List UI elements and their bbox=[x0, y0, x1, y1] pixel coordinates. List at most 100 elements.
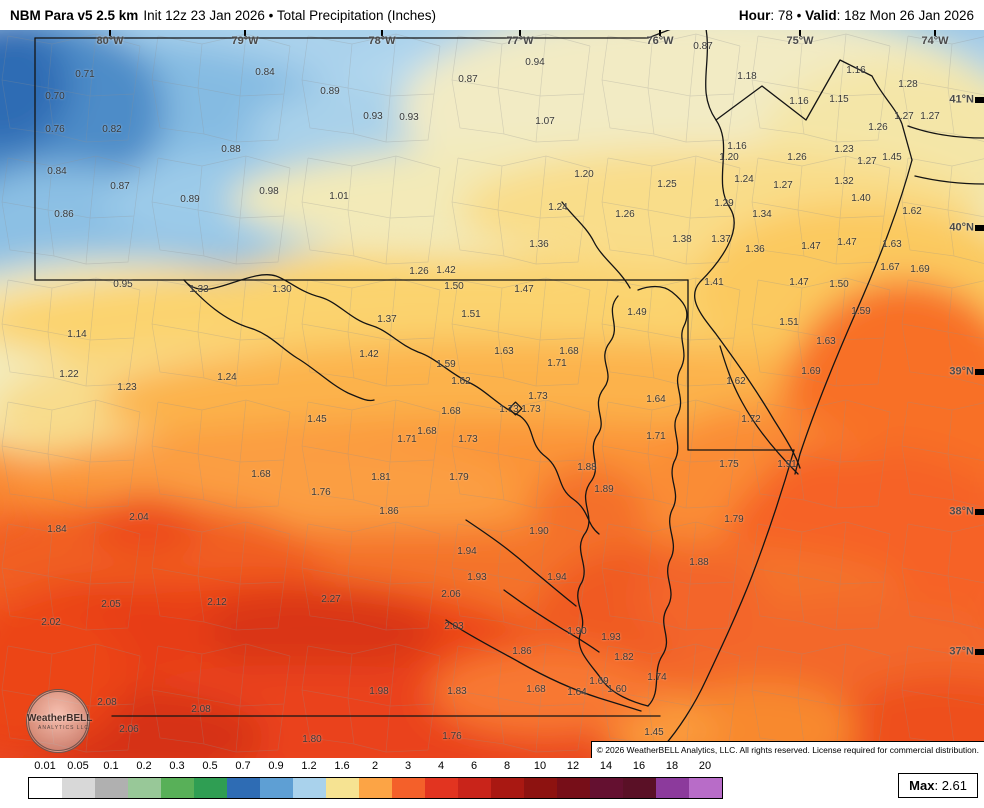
precip-value-label: 1.76 bbox=[442, 731, 462, 742]
precip-value-label: 1.73 bbox=[521, 404, 541, 415]
precip-value-label: 1.24 bbox=[217, 372, 237, 383]
precip-value-label: 0.94 bbox=[525, 57, 545, 68]
precip-value-label: 1.41 bbox=[704, 277, 724, 288]
precip-value-label: 1.24 bbox=[548, 202, 568, 213]
precip-value-label: 1.23 bbox=[117, 382, 137, 393]
colorbar-segment bbox=[689, 778, 722, 798]
precip-value-label: 1.59 bbox=[436, 359, 456, 370]
precip-value-label: 1.82 bbox=[614, 652, 634, 663]
precip-value-label: 1.37 bbox=[377, 314, 397, 325]
precip-field-graphic bbox=[0, 30, 984, 758]
precip-value-label: 1.86 bbox=[512, 646, 532, 657]
precip-value-label: 1.27 bbox=[773, 180, 793, 191]
colorbar-scale bbox=[28, 777, 723, 799]
precip-value-label: 1.80 bbox=[302, 734, 322, 745]
precip-value-label: 1.79 bbox=[724, 514, 744, 525]
precip-value-label: 2.05 bbox=[101, 599, 121, 610]
latitude-label: 37°N bbox=[949, 645, 974, 658]
longitude-label: 80°W bbox=[96, 35, 124, 47]
colorbar-segment bbox=[293, 778, 326, 798]
precip-value-label: 1.76 bbox=[311, 487, 331, 498]
precip-value-label: 1.88 bbox=[577, 462, 597, 473]
precip-value-label: 1.50 bbox=[829, 279, 849, 290]
colorbar-tick-label: 0.7 bbox=[235, 760, 251, 772]
colorbar-footer: 0.01 0.05 0.1 0.2 0.3 0.5 0.7 0.9 1.2 1.6 2 3 4 6 8 10 1… bbox=[0, 758, 984, 808]
precip-value-label: 1.64 bbox=[567, 687, 587, 698]
colorbar-tick-label: 18 bbox=[665, 760, 679, 772]
weatherbell-seal-icon bbox=[26, 689, 90, 753]
precip-value-label: 1.20 bbox=[719, 152, 739, 163]
colorbar-segment bbox=[194, 778, 227, 798]
precip-value-label: 1.69 bbox=[589, 676, 609, 687]
precip-value-label: 1.62 bbox=[902, 206, 922, 217]
colorbar-segment bbox=[359, 778, 392, 798]
longitude-label: 79°W bbox=[231, 35, 259, 47]
precip-value-label: 1.73 bbox=[499, 404, 519, 415]
precip-value-label: 1.42 bbox=[436, 265, 456, 276]
precip-value-label: 0.82 bbox=[102, 124, 122, 135]
colorbar-segment bbox=[425, 778, 458, 798]
precip-value-label: 1.23 bbox=[834, 144, 854, 155]
precip-value-label: 1.60 bbox=[607, 684, 627, 695]
colorbar-tick-label: 2 bbox=[371, 760, 379, 772]
precip-value-label: 1.16 bbox=[846, 65, 866, 76]
precip-value-label: 1.88 bbox=[689, 557, 709, 568]
precip-value-label: 1.81 bbox=[371, 472, 391, 483]
precip-value-label: 1.68 bbox=[441, 406, 461, 417]
colorbar-segment bbox=[227, 778, 260, 798]
precip-value-label: 1.47 bbox=[789, 277, 809, 288]
precip-value-label: 2.08 bbox=[191, 704, 211, 715]
precip-value-label: 1.22 bbox=[59, 369, 79, 380]
precip-value-label: 2.12 bbox=[207, 597, 227, 608]
colorbar-segment bbox=[62, 778, 95, 798]
precip-value-label: 1.84 bbox=[47, 524, 67, 535]
precip-value-label: 1.98 bbox=[369, 686, 389, 697]
latitude-label: 40°N bbox=[949, 221, 974, 234]
logo-title: WeatherBELL bbox=[27, 713, 93, 724]
state-borders bbox=[34, 30, 984, 747]
colorbar-tick-label: 1.2 bbox=[301, 760, 317, 772]
precip-value-label: 1.73 bbox=[528, 391, 548, 402]
longitude-label: 74°W bbox=[921, 35, 949, 47]
precip-value-label: 0.93 bbox=[399, 112, 419, 123]
colorbar-segment bbox=[95, 778, 128, 798]
colorbar-segment bbox=[623, 778, 656, 798]
precip-value-label: 1.47 bbox=[514, 284, 534, 295]
precip-value-label: 1.27 bbox=[857, 156, 877, 167]
header-bar: NBM Para v5 2.5 km Init 12z 23 Jan 2026 •… bbox=[0, 0, 984, 30]
map-title: NBM Para v5 2.5 km Init 12z 23 Jan 2026 •… bbox=[10, 8, 436, 23]
precip-value-label: 2.03 bbox=[444, 621, 464, 632]
precip-value-label: 1.25 bbox=[657, 179, 677, 190]
longitude-label: 75°W bbox=[786, 35, 814, 47]
colorbar-tick-label: 10 bbox=[533, 760, 547, 772]
precip-value-label: 1.49 bbox=[627, 307, 647, 318]
latitude-edge-tick bbox=[975, 97, 984, 103]
precip-value-label: 1.63 bbox=[494, 346, 514, 357]
precip-value-label: 1.37 bbox=[711, 234, 731, 245]
precip-value-label: 1.47 bbox=[837, 237, 857, 248]
precip-value-label: 1.86 bbox=[379, 506, 399, 517]
colorbar-segment bbox=[491, 778, 524, 798]
graticule-ticks bbox=[109, 30, 936, 36]
colorbar-tick-label: 12 bbox=[566, 760, 580, 772]
precip-value-label: 1.24 bbox=[734, 174, 754, 185]
precip-value-label: 1.90 bbox=[567, 626, 587, 637]
precip-value-label: 1.38 bbox=[672, 234, 692, 245]
precipitation-map: 80°W 79°W 78°W 77°W 76°W 75°W 74°W 41°N 40°N 39°… bbox=[0, 30, 984, 758]
precip-value-label: 1.50 bbox=[444, 281, 464, 292]
colorbar-tick-label: 6 bbox=[470, 760, 478, 772]
colorbar-tick-label: 20 bbox=[698, 760, 712, 772]
colorbar-segment bbox=[128, 778, 161, 798]
colorbar-segment bbox=[524, 778, 557, 798]
precip-value-label: 1.33 bbox=[189, 284, 209, 295]
latitude-label: 39°N bbox=[949, 365, 974, 378]
colorbar-segment bbox=[260, 778, 293, 798]
colorbar-tick-label: 8 bbox=[503, 760, 511, 772]
precip-value-label: 1.71 bbox=[397, 434, 417, 445]
county-borders-overlay bbox=[0, 30, 984, 758]
precip-value-label: 1.93 bbox=[467, 572, 487, 583]
precip-value-label: 1.69 bbox=[910, 264, 930, 275]
precip-value-label: 2.06 bbox=[441, 589, 461, 600]
colorbar-tick-label: 0.05 bbox=[67, 760, 89, 772]
precip-value-label: 1.91 bbox=[777, 459, 797, 470]
